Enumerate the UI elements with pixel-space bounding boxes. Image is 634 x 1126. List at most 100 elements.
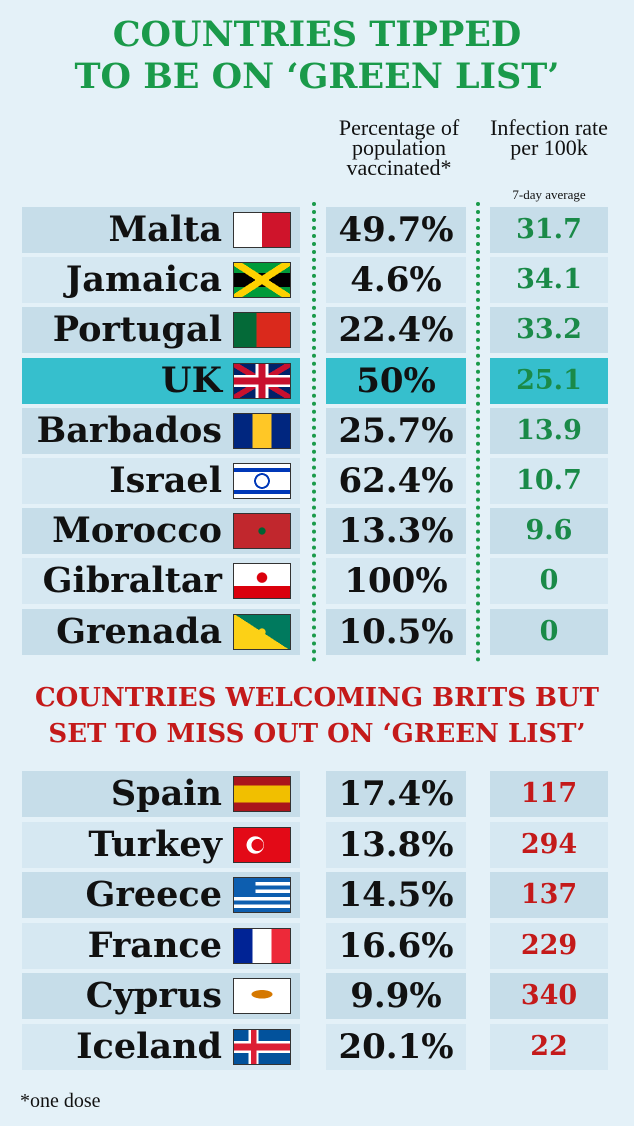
- row-cell: [326, 771, 466, 817]
- flag: [233, 826, 291, 863]
- country: Turkey: [88, 823, 222, 865]
- infection-rate: 229: [520, 929, 578, 961]
- row-cell: [326, 407, 466, 454]
- divider: [312, 202, 316, 662]
- vaccinated: 50%: [356, 360, 436, 401]
- infection-rate: 10.7: [516, 465, 582, 496]
- title-line: TO BE ON ‘GREEN LIST’: [74, 56, 560, 97]
- row-cell: [326, 257, 466, 304]
- infection-rate: 137: [520, 879, 578, 910]
- country: Portugal: [52, 309, 222, 351]
- vaccinated: 49.7%: [338, 210, 454, 250]
- row-cell: [326, 1023, 466, 1070]
- subtitle: COUNTRIES WELCOMING BRITS BUT SET TO MIS…: [0, 680, 634, 752]
- header-rate-note: 7-day average: [512, 187, 586, 202]
- row-cell: [490, 973, 608, 1019]
- row-cell: [490, 357, 608, 404]
- row-cell: [490, 608, 608, 655]
- subtitle-line: COUNTRIES WELCOMING BRITS BUT: [34, 683, 600, 713]
- vaccinated: 17.4%: [338, 774, 454, 814]
- row-cell: [326, 307, 466, 354]
- row-cell: [326, 821, 466, 868]
- country: France: [87, 924, 222, 966]
- flag: [233, 513, 291, 550]
- flag: [233, 877, 291, 913]
- flag: [233, 362, 291, 399]
- country: Gibraltar: [42, 560, 222, 602]
- row-cell: [490, 207, 608, 253]
- flag: [233, 927, 291, 964]
- country: UK: [161, 359, 222, 401]
- row-cell: [490, 922, 608, 969]
- footnote: *one dose: [20, 1090, 101, 1112]
- row-cell: [490, 407, 608, 454]
- infection-rate: 25.1: [516, 364, 582, 396]
- vaccinated: 10.5%: [338, 611, 454, 652]
- subtitle-line: SET TO MISS OUT ON ‘GREEN LIST’: [48, 719, 586, 749]
- infection-rate: 117: [520, 778, 578, 809]
- infection-rate: 0: [539, 615, 559, 647]
- row-cell: [326, 608, 466, 655]
- row-cell: [326, 922, 466, 969]
- country: Morocco: [52, 510, 222, 552]
- row-cell: [326, 357, 466, 404]
- infection-rate: 31.7: [516, 214, 582, 245]
- infection-rate: 0: [539, 565, 559, 597]
- row-cell: [326, 508, 466, 555]
- row-cell: [326, 458, 466, 504]
- country: Greece: [85, 874, 222, 915]
- flag: [233, 978, 291, 1014]
- vaccinated: 13.8%: [338, 824, 454, 865]
- row-cell: [490, 1023, 608, 1070]
- flag: [233, 776, 291, 812]
- infection-rate: 34.1: [516, 264, 582, 296]
- row-cell: [326, 872, 466, 918]
- row-cell: [490, 771, 608, 817]
- vaccinated: 13.3%: [338, 511, 454, 552]
- flag: [233, 262, 291, 299]
- row-cell: [490, 558, 608, 605]
- flag: [233, 412, 291, 449]
- vaccinated: 62.4%: [338, 461, 454, 501]
- infection-rate: 9.6: [525, 515, 573, 547]
- flag: [233, 463, 291, 499]
- country: Jamaica: [65, 259, 222, 301]
- row-cell: [490, 821, 608, 868]
- row-cell: [490, 307, 608, 354]
- row-cell: [326, 207, 466, 253]
- flag: [233, 563, 291, 600]
- country: Spain: [110, 773, 222, 814]
- title: COUNTRIES TIPPED TO BE ON ‘GREEN LIST’: [0, 14, 634, 98]
- infection-rate: 13.9: [516, 414, 582, 446]
- vaccinated: 22.4%: [338, 310, 454, 351]
- infection-rate: 22: [530, 1030, 568, 1062]
- vaccinated: 20.1%: [338, 1026, 454, 1067]
- vaccinated: 16.6%: [338, 925, 454, 966]
- country: Iceland: [76, 1025, 222, 1067]
- row-cell: [326, 973, 466, 1019]
- vaccinated: 25.7%: [338, 410, 454, 451]
- infection-rate: 340: [520, 980, 578, 1011]
- flag: [233, 1028, 291, 1065]
- infection-rate: 33.2: [516, 314, 582, 346]
- country: Grenada: [56, 610, 222, 652]
- row-cell: [490, 508, 608, 555]
- header-vaccinated: Percentage of population vaccinated*: [338, 115, 460, 180]
- row-cell: [490, 872, 608, 918]
- infection-rate: 294: [520, 828, 578, 860]
- row-cell: [490, 458, 608, 504]
- vaccinated: 9.9%: [350, 976, 442, 1016]
- header-rate: Infection rate per 100k: [490, 115, 608, 160]
- title-line: COUNTRIES TIPPED: [112, 14, 522, 55]
- country: Israel: [109, 460, 222, 501]
- vaccinated: 100%: [344, 561, 448, 602]
- row-cell: [490, 257, 608, 304]
- flag: [233, 312, 291, 349]
- flag: [233, 613, 291, 650]
- vaccinated: 4.6%: [350, 260, 442, 301]
- country: Cyprus: [85, 975, 222, 1016]
- flag: [233, 212, 291, 248]
- country: Barbados: [36, 409, 222, 451]
- row-cell: [326, 558, 466, 605]
